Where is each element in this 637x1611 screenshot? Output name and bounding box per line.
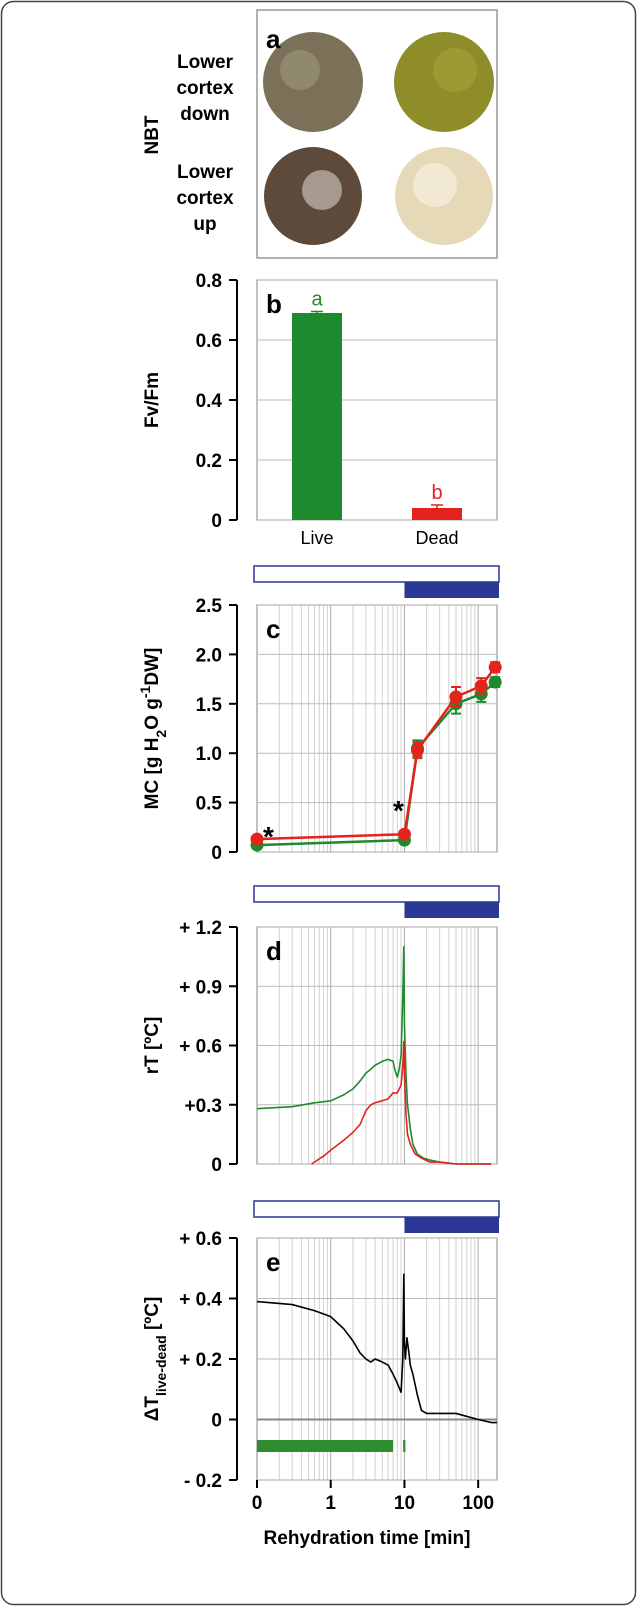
data-line [256,1273,497,1424]
y-tick-label: + 0.4 [179,1290,222,1311]
y-axis-label: Fv/Fm [142,372,163,428]
y-tick-label: 1.5 [196,695,223,716]
y-tick-label: + 0.6 [179,1229,222,1250]
y-tick-label: 0 [211,1411,222,1432]
y-axis-label-part: DW] [142,648,163,686]
x-tick-label: 10 [394,1493,415,1514]
row-label: cortex [176,188,233,209]
bar [292,313,342,520]
y-tick-label: + 0.2 [179,1350,222,1371]
y-tick-label: 0 [211,1155,222,1176]
row-label: Lower [177,162,234,183]
data-point [488,660,502,674]
row-group-label: NBT [142,115,163,154]
error-bar [431,504,443,512]
y-axis-label-part: [ºC] [142,1297,163,1336]
y-tick-label: +0.3 [184,1096,222,1117]
y-tick-label: - 0.2 [184,1471,222,1492]
photo-detail [280,50,320,90]
y-tick-label: 0 [211,511,222,532]
x-tick-label: Live [300,528,333,548]
y-tick-label: + 0.6 [179,1037,222,1058]
y-tick-label: 2.0 [196,645,222,666]
y-axis-label: rT [ºC] [142,1017,163,1075]
y-tick-label: 1.0 [196,744,222,765]
bar [412,508,462,520]
y-axis-label: ΔTlive-dead [ºC] [142,1297,169,1422]
row-label: cortex [176,78,233,99]
photo-detail [433,48,477,92]
data-point [449,690,463,704]
y-tick-label: 0 [211,843,222,864]
data-point [474,679,488,693]
significance-star: * [393,795,404,826]
y-axis-label: MC [g H2O g-1DW] [137,648,169,810]
row-label: Lower [177,52,234,73]
panel-label: e [266,1247,280,1277]
x-tick-label: Dead [415,528,458,548]
panel-label: c [266,614,280,644]
significance-bar [257,1440,394,1452]
photo-detail [302,170,342,210]
y-axis-label-part: 2 [153,730,169,738]
y-tick-label: 0.2 [196,451,222,472]
phase-bar-dry [253,565,500,583]
data-line [311,1040,492,1165]
panel-label: a [266,24,281,54]
y-tick-label: 0.4 [196,391,223,412]
y-tick-label: + 0.9 [179,977,222,998]
error-bar [311,310,323,316]
bar-annotation: a [311,289,323,311]
x-axis-label: Rehydration time [min] [264,1528,471,1549]
data-point [250,832,264,846]
y-tick-label: 2.5 [196,596,223,617]
y-axis-label-part: MC [g H [142,738,163,810]
phase-bar-dry [253,885,500,903]
y-tick-label: 0.8 [196,271,222,292]
row-label: up [193,214,216,235]
data-point [410,743,424,757]
phase-bar-dry [253,1200,500,1218]
x-tick-label: 100 [462,1493,494,1514]
y-axis-label-part: O g [142,698,163,730]
y-tick-label: 0.6 [196,331,222,352]
significance-star: * [263,821,274,852]
phase-bar-wet [404,1217,499,1233]
data-point [488,675,502,689]
y-axis-label-part: ΔT [142,1396,163,1422]
photo-detail [413,163,457,207]
panel-label: b [266,289,282,319]
x-tick-label: 1 [325,1493,336,1514]
row-label: down [180,104,230,125]
data-point [397,827,411,841]
panel-label: d [266,936,282,966]
plot-area [256,604,498,853]
y-axis-label-part: -1 [137,685,153,698]
x-tick-label: 0 [252,1493,263,1514]
phase-bar-wet [404,582,499,598]
y-tick-label: + 1.2 [179,918,222,939]
significance-bar [403,1440,406,1452]
y-axis-label-part: live-dead [153,1335,169,1396]
bar-annotation: b [431,482,442,504]
phase-bar-wet [404,902,499,918]
y-tick-label: 0.5 [196,794,223,815]
